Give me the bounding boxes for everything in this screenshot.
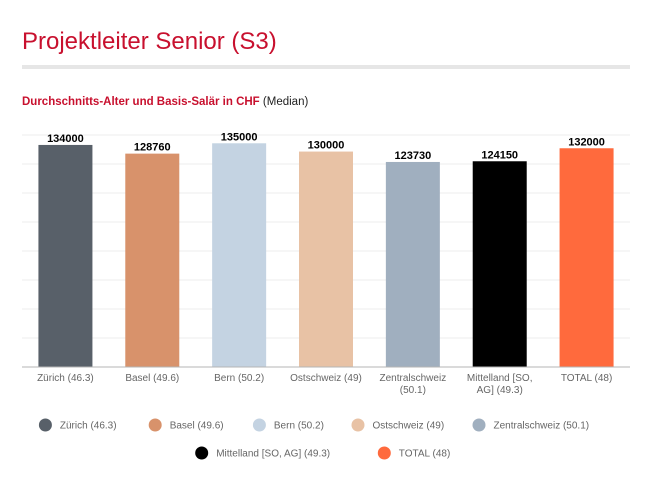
legend-label: Basel (49.6) [170,421,224,432]
legend-label: Zentralschweiz (50.1) [494,421,590,432]
bar [38,144,93,367]
legend-label: Bern (50.2) [274,421,324,432]
data-label: 130000 [308,140,345,152]
data-label: 135000 [221,131,258,143]
x-tick-label: Zentralschweiz [380,373,447,384]
legend-marker [195,446,209,460]
legend-marker [148,418,162,432]
page-title: Projektleiter Senior (S3) [22,28,277,55]
legend-marker [377,446,391,460]
x-tick-label: Ostschweiz (49) [290,373,362,384]
bar [125,153,180,367]
legend-label: TOTAL (48) [399,449,451,460]
bar [472,161,527,367]
subtitle-rest: (Median) [259,96,309,108]
title-divider [22,65,630,69]
x-tick-label: TOTAL (48) [561,373,613,384]
bar [299,151,353,367]
x-tick-label: Bern (50.2) [214,373,264,384]
x-tick-label: Basel (49.6) [125,373,179,384]
x-tick-label: AG] (49.3) [477,385,523,396]
legend-label: Ostschweiz (49) [373,421,445,432]
legend-marker [472,418,486,432]
subtitle-highlight: Durchschnitts-Alter und Basis-Salär in C… [22,96,260,108]
legend-marker [351,418,365,432]
x-tick-label: Zürich (46.3) [37,373,94,384]
chart-subtitle: Durchschnitts-Alter und Basis-Salär in C… [22,96,308,108]
legend-label: Zürich (46.3) [60,421,117,432]
data-label: 134000 [47,133,84,145]
data-label: 128760 [134,142,171,154]
bar [212,143,267,367]
bar [385,161,440,367]
data-label: 132000 [568,136,605,148]
x-tick-label: Mittelland [SO, [467,373,533,384]
bar [559,148,614,367]
data-label: 123730 [394,150,431,162]
data-label: 124150 [481,149,518,161]
x-tick-label: (50.1) [400,385,426,396]
legend-marker [38,418,52,432]
legend-label: Mittelland [SO, AG] (49.3) [216,449,330,460]
legend-marker [252,418,266,432]
